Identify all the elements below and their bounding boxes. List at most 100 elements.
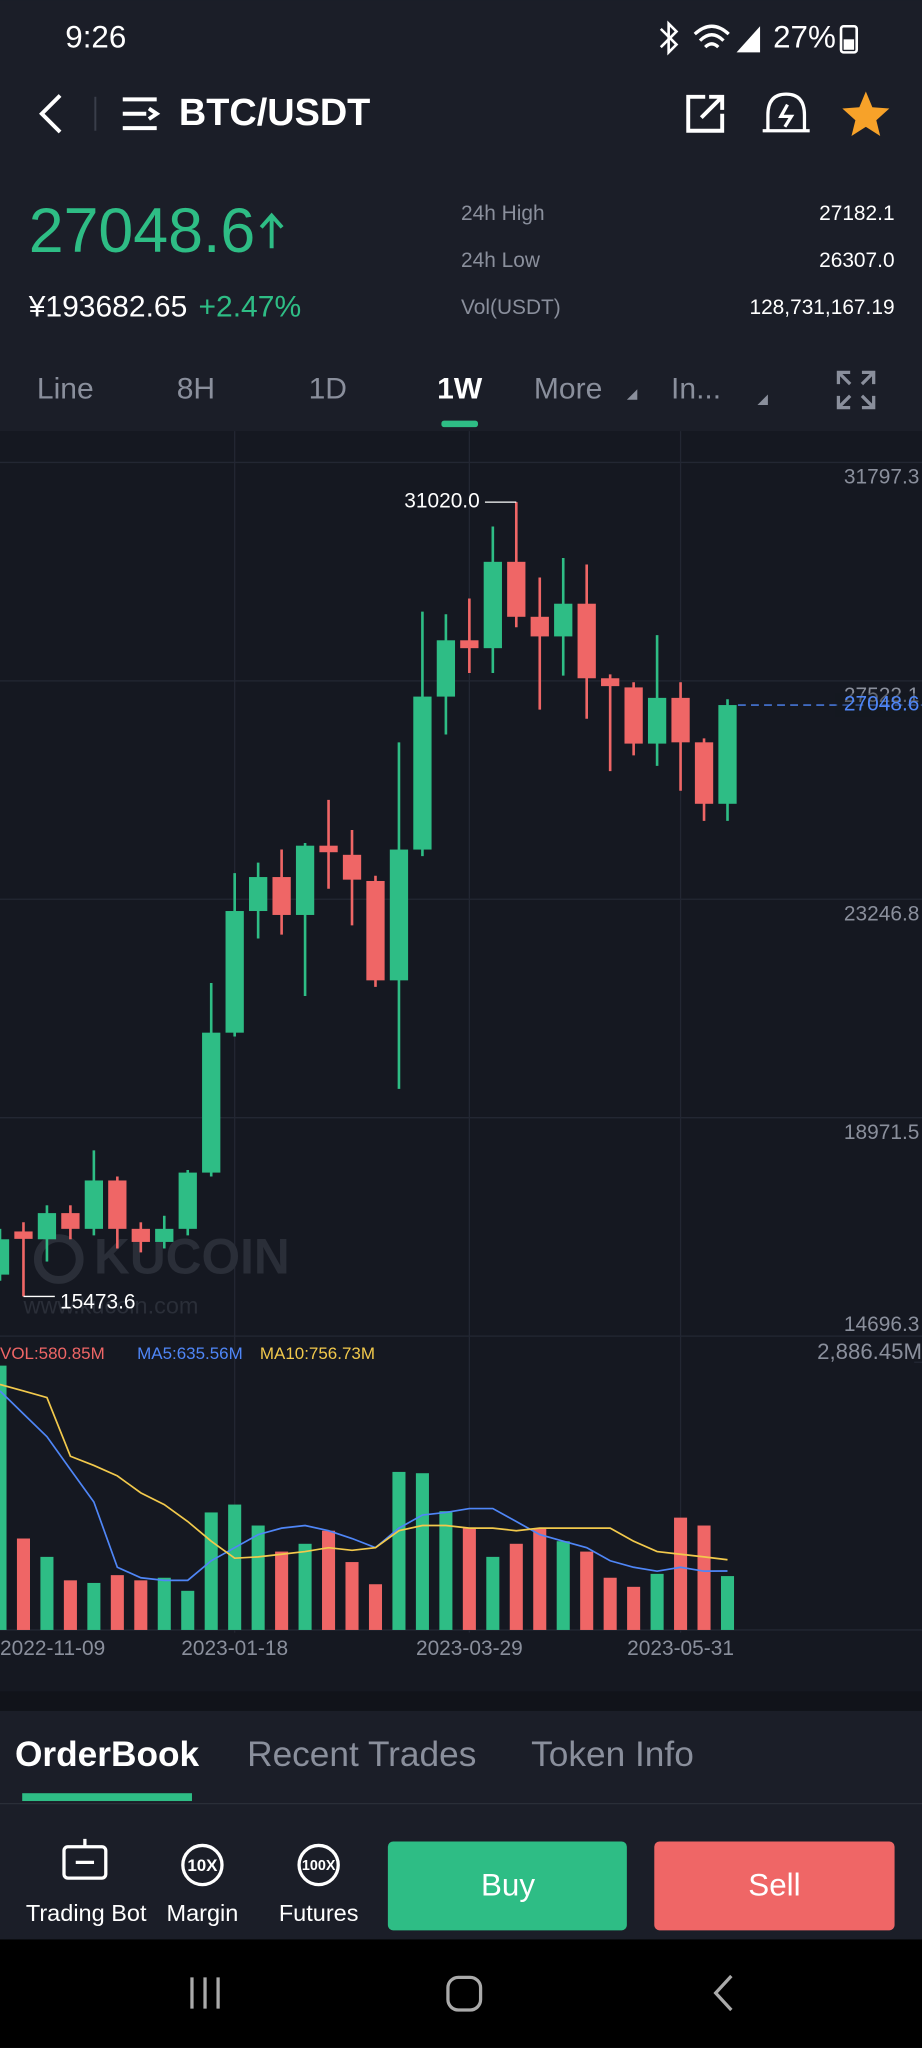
buy-button[interactable]	[387, 1841, 627, 1931]
stat-value: 26307.0	[819, 249, 894, 272]
chart-area	[0, 431, 922, 1692]
timeframe-tab[interactable]: Line	[37, 373, 94, 406]
volume-bar	[462, 1528, 476, 1630]
volume-bar	[87, 1582, 101, 1630]
stat-label: 24h Low	[461, 249, 541, 272]
section-indicator	[22, 1793, 192, 1802]
x-tick-label: 2022-11-09	[0, 1637, 105, 1660]
back-nav-button[interactable]	[713, 1974, 733, 2012]
volume-bar	[627, 1586, 641, 1630]
candle-body	[718, 705, 737, 804]
timeframe-tab[interactable]: 1W	[437, 373, 483, 406]
action-icon	[297, 1843, 340, 1887]
volume-bar	[368, 1584, 383, 1630]
clock: 9:26	[65, 20, 126, 55]
volume-bar	[228, 1504, 242, 1630]
section-tab[interactable]: OrderBook	[15, 1735, 200, 1774]
dropdown-icon	[757, 394, 768, 405]
favorite-button[interactable]	[842, 91, 890, 136]
candle-body	[319, 845, 338, 853]
volume-bar	[697, 1525, 711, 1630]
candle-body	[601, 678, 620, 687]
candle-body	[272, 877, 291, 915]
legend-entry: MA10:756.73M	[260, 1344, 375, 1363]
action-label[interactable]: Margin	[167, 1900, 239, 1926]
up-arrow	[259, 212, 284, 249]
action-icon-text: 100X	[302, 1858, 336, 1874]
volume-bar	[134, 1580, 148, 1630]
candle-body	[507, 561, 526, 617]
candle-body	[389, 849, 409, 981]
ma-line	[0, 1383, 728, 1561]
action-icon	[181, 1843, 224, 1887]
volume-bar	[181, 1590, 195, 1630]
bluetooth-icon	[659, 20, 679, 56]
share-button[interactable]	[686, 94, 725, 133]
last-price-bg	[835, 693, 922, 717]
x-tick-label: 2023-01-18	[181, 1637, 288, 1660]
y-tick-label: 14696.3	[844, 1313, 919, 1336]
y-tick-label: 27522.1	[844, 684, 919, 707]
candle-body	[249, 877, 268, 912]
recents-button[interactable]	[190, 1977, 220, 2009]
sell-label[interactable]: Sell	[748, 1868, 800, 1903]
battery-text: 27%	[773, 20, 836, 55]
candle-body	[108, 1180, 127, 1229]
battery-level	[843, 39, 855, 50]
candle-body	[577, 603, 596, 679]
volume-bar	[16, 1538, 30, 1630]
change-percent: +2.47%	[199, 290, 302, 323]
candle-body	[178, 1172, 197, 1229]
pair-title: BTC/USDT	[179, 92, 370, 134]
sell-button[interactable]	[654, 1841, 895, 1931]
volume-bar	[298, 1543, 312, 1630]
ma-line	[0, 1390, 728, 1582]
volume-bar	[580, 1551, 594, 1630]
candle-body	[342, 854, 362, 880]
watermark-logo	[33, 1234, 84, 1284]
timeframe-tab[interactable]: More	[534, 373, 602, 406]
volume-bar	[275, 1551, 289, 1630]
candle-body	[37, 1213, 57, 1240]
candle-body	[530, 616, 549, 637]
menu-button[interactable]	[122, 97, 161, 131]
timeframe-tab[interactable]: In...	[671, 373, 721, 406]
wifi-icon	[693, 24, 730, 49]
candle-body	[554, 603, 573, 637]
section-tab[interactable]: Token Info	[531, 1735, 694, 1774]
tab-indicator	[441, 420, 478, 428]
min-label: 15473.6	[60, 1290, 135, 1313]
candle-body	[14, 1231, 33, 1239]
max-label: 31020.0	[404, 490, 479, 513]
back-button[interactable]	[39, 94, 62, 134]
x-tick-label: 2023-03-29	[416, 1637, 523, 1660]
candle-body	[671, 697, 690, 743]
fullscreen-button[interactable]	[836, 370, 876, 410]
battery-icon	[839, 24, 859, 54]
candle-body	[61, 1213, 80, 1229]
volume-bar	[720, 1576, 735, 1630]
timeframe-tab[interactable]: 8H	[177, 373, 215, 406]
volume-bar	[251, 1525, 265, 1630]
timeframe-tab[interactable]: 1D	[309, 373, 347, 406]
legend-entry: VOL:580.85M	[0, 1344, 105, 1363]
volume-bar	[322, 1530, 336, 1630]
candle-body	[295, 845, 315, 915]
volume-bar	[0, 1365, 7, 1630]
signal-icon	[736, 26, 761, 53]
y-tick-label: 31797.3	[844, 466, 919, 489]
alert-button[interactable]	[762, 92, 810, 133]
candle-body	[413, 696, 432, 850]
home-button[interactable]	[446, 1975, 483, 2012]
action-icon-text: 10X	[187, 1856, 218, 1875]
candle-body	[84, 1180, 104, 1229]
x-tick-label: 2023-05-31	[627, 1637, 734, 1660]
section-tab[interactable]: Recent Trades	[247, 1735, 476, 1774]
volume-bar	[110, 1575, 124, 1630]
action-label[interactable]: Futures	[279, 1900, 359, 1926]
action-label[interactable]: Trading Bot	[26, 1900, 147, 1926]
y2-tick-label: 2,886.45M	[817, 1339, 922, 1364]
volume-bar	[674, 1517, 688, 1630]
buy-label[interactable]: Buy	[481, 1868, 535, 1903]
